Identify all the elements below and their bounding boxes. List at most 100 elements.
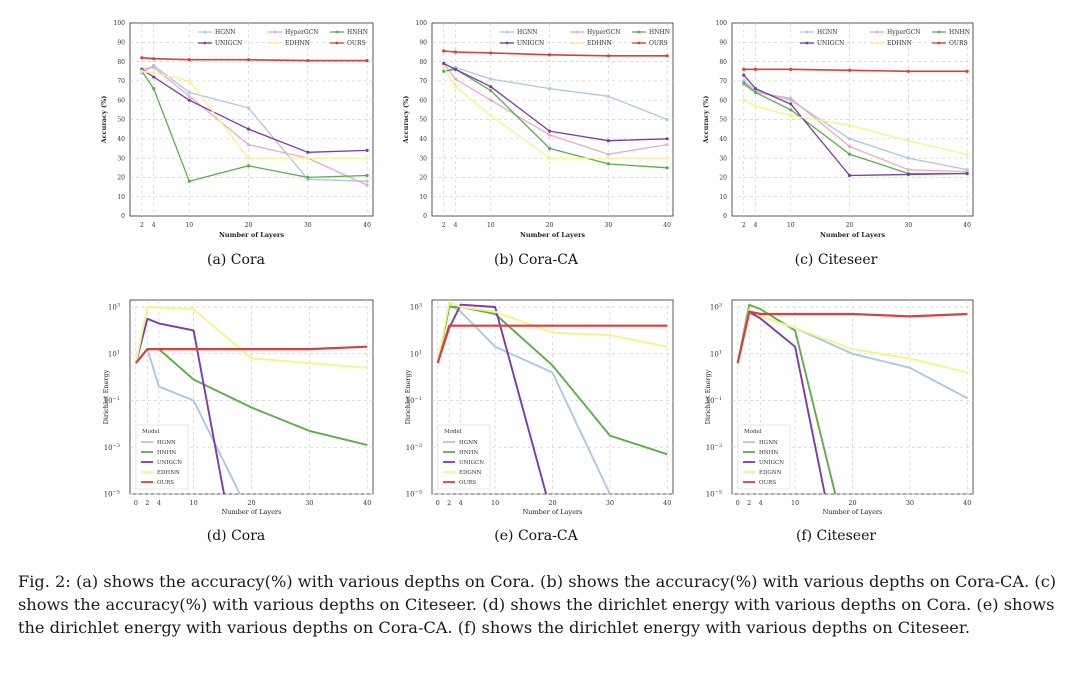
series-line-hgnn — [743, 80, 968, 171]
series-line-edhnn — [443, 67, 668, 159]
y-tick-exponent: −5 — [715, 490, 722, 496]
y-tick-label: 50 — [117, 117, 125, 124]
legend-label: EDHNN — [887, 40, 912, 47]
series-line-unigcn — [743, 74, 968, 177]
x-axis-label: Number of Layers — [219, 231, 284, 239]
data-point — [453, 50, 458, 54]
y-tick-label: 10−1 — [104, 396, 120, 405]
data-point — [847, 123, 852, 127]
series-line-ours — [436, 324, 668, 364]
x-tick-label: 0 — [436, 499, 440, 507]
subfigure-caption: (f) Citeseer — [796, 528, 876, 544]
legend-label: OURS — [649, 40, 668, 47]
series-line-edhnn — [743, 99, 968, 155]
y-tick-label: 10 — [419, 194, 427, 201]
x-tick-label: 20 — [548, 499, 556, 507]
legend-marker — [637, 41, 641, 45]
series-line-ours — [743, 68, 968, 73]
data-point — [187, 98, 191, 102]
y-tick-label: 60 — [419, 97, 427, 104]
data-point — [365, 183, 369, 187]
data-point — [547, 53, 552, 57]
legend-label: EDHNN — [587, 40, 612, 47]
series-layer — [742, 67, 969, 178]
legend-label: UNIGCN — [459, 460, 484, 466]
chart-panel-5: 10−5 10−3 10−1 101 103 0 2 4 10 20 30 40 Number of L… — [404, 299, 674, 544]
data-point — [246, 127, 251, 131]
x-tick-label: 20 — [546, 222, 554, 229]
data-point — [665, 117, 669, 122]
subfigure-caption: (e) Cora-CA — [494, 528, 578, 544]
x-axis-label: Number of Layers — [823, 508, 883, 516]
data-point — [965, 69, 969, 73]
series-layer — [736, 303, 968, 494]
y-tick-label: 50 — [719, 117, 727, 124]
x-tick-label: 2 — [140, 222, 144, 229]
data-point — [140, 69, 144, 73]
y-tick-label: 103 — [108, 303, 120, 312]
y-tick-label: 80 — [117, 59, 125, 66]
legend-marker — [805, 30, 809, 34]
legend-label: EDHNN — [285, 40, 310, 47]
y-tick-label: 10−3 — [104, 443, 120, 452]
series-line-unigcn — [141, 68, 368, 153]
series-layer — [140, 56, 369, 187]
legend-label: HGNN — [817, 29, 838, 36]
y-tick-exponent: −1 — [113, 396, 120, 402]
y-tick-label: 10−1 — [706, 396, 722, 405]
data-point — [753, 87, 758, 91]
legend-marker — [637, 30, 641, 34]
data-point — [152, 75, 156, 79]
y-tick-label: 0 — [423, 213, 427, 220]
legend-label: HGNN — [157, 440, 176, 446]
x-tick-label: 10 — [787, 222, 795, 229]
y-axis-label: Dirichlet Energy — [704, 369, 712, 424]
legend-label: OURS — [459, 480, 476, 486]
y-tick-label: 90 — [419, 40, 427, 47]
data-point — [365, 179, 369, 183]
legend-label: HNHN — [459, 450, 478, 456]
legend-label: HyperGCN — [285, 29, 319, 36]
legend-marker — [505, 41, 509, 45]
data-point — [489, 51, 493, 55]
y-tick-exponent: 3 — [719, 303, 722, 309]
x-axis-label: Number of Layers — [222, 508, 282, 516]
legend-label: EDGNN — [759, 470, 782, 476]
data-point — [246, 142, 251, 147]
data-point — [547, 146, 552, 151]
y-tick-label: 70 — [719, 78, 727, 85]
y-tick-label: 90 — [719, 40, 727, 47]
series-line-hnhn — [743, 82, 968, 175]
data-point — [606, 54, 610, 58]
data-point — [665, 137, 669, 141]
y-tick-label: 70 — [419, 78, 427, 85]
data-point — [442, 61, 446, 66]
series-line-edhnn — [134, 306, 368, 369]
data-point — [442, 49, 446, 53]
x-tick-label: 20 — [848, 499, 856, 507]
y-tick-exponent: 1 — [419, 349, 422, 355]
y-tick-label: 100 — [416, 20, 428, 27]
legend-label: UNIGCN — [817, 40, 844, 47]
x-tick-label: 10 — [491, 499, 499, 507]
x-tick-label: 10 — [791, 499, 799, 507]
y-tick-exponent: −5 — [415, 490, 422, 496]
y-axis-label: Accuracy (%) — [402, 96, 410, 145]
y-tick-label: 10−3 — [406, 443, 422, 452]
data-point — [753, 67, 758, 71]
data-point — [753, 90, 758, 95]
data-point — [365, 148, 369, 152]
x-tick-label: 0 — [134, 499, 138, 507]
y-tick-label: 30 — [719, 155, 727, 162]
x-axis-label: Number of Layers — [520, 231, 585, 239]
legend-marker — [203, 41, 207, 45]
data-point — [906, 139, 910, 143]
legend-label: HNHN — [949, 29, 970, 36]
x-tick-label: 4 — [754, 222, 758, 229]
data-point — [246, 156, 251, 160]
series-line-ours — [736, 310, 968, 364]
data-point — [152, 57, 156, 61]
legend-label: UNIGCN — [215, 40, 242, 47]
y-tick-label: 20 — [419, 175, 427, 182]
y-axis-label: Dirichlet Energy — [404, 369, 412, 424]
